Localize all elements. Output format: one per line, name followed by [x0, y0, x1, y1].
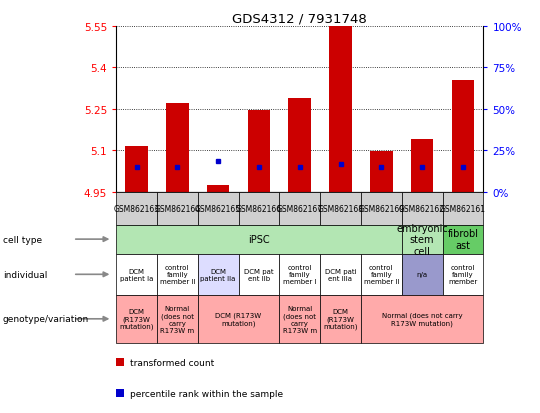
- Bar: [125, 147, 148, 192]
- Text: Normal
(does not
carry
R173W m: Normal (does not carry R173W m: [160, 305, 194, 333]
- Text: DCM
(R173W
mutation): DCM (R173W mutation): [323, 309, 357, 330]
- Bar: [288, 98, 311, 192]
- Text: GSM862165: GSM862165: [195, 204, 241, 213]
- Bar: [207, 185, 229, 192]
- Text: individual: individual: [3, 270, 47, 279]
- Bar: [451, 81, 474, 192]
- Text: GSM862166: GSM862166: [236, 204, 282, 213]
- Bar: [248, 111, 270, 192]
- Text: cell type: cell type: [3, 235, 42, 244]
- Text: control
family
member II: control family member II: [159, 265, 195, 285]
- Text: iPSC: iPSC: [248, 235, 269, 244]
- Bar: [370, 152, 393, 192]
- Text: control
family
member I: control family member I: [283, 265, 316, 285]
- Bar: [166, 104, 188, 192]
- Text: GSM862161: GSM862161: [440, 204, 486, 213]
- Text: DCM
(R173W
mutation): DCM (R173W mutation): [119, 309, 154, 330]
- Text: GSM862167: GSM862167: [276, 204, 323, 213]
- Text: percentile rank within the sample: percentile rank within the sample: [130, 389, 283, 398]
- Text: GSM862168: GSM862168: [318, 204, 363, 213]
- Text: DCM
patient Ia: DCM patient Ia: [120, 268, 153, 281]
- Text: DCM pat
ent IIb: DCM pat ent IIb: [244, 268, 274, 281]
- Text: GSM862169: GSM862169: [358, 204, 404, 213]
- Text: DCM
patient IIa: DCM patient IIa: [200, 268, 236, 281]
- Text: GSM862162: GSM862162: [399, 204, 445, 213]
- Bar: [411, 140, 433, 192]
- Text: DCM (R173W
mutation): DCM (R173W mutation): [215, 312, 261, 326]
- Text: n/a: n/a: [416, 272, 428, 278]
- Text: genotype/variation: genotype/variation: [3, 315, 89, 323]
- Text: fibrobl
ast: fibrobl ast: [448, 229, 478, 250]
- Text: transformed count: transformed count: [130, 358, 214, 367]
- Text: Normal (does not carry
R173W mutation): Normal (does not carry R173W mutation): [382, 312, 462, 326]
- Title: GDS4312 / 7931748: GDS4312 / 7931748: [232, 13, 367, 26]
- Text: Normal
(does not
carry
R173W m: Normal (does not carry R173W m: [282, 305, 317, 333]
- Text: DCM pati
ent IIIa: DCM pati ent IIIa: [325, 268, 356, 281]
- Text: GSM862164: GSM862164: [154, 204, 200, 213]
- Text: control
family
member II: control family member II: [363, 265, 399, 285]
- Text: control
family
member: control family member: [448, 265, 477, 285]
- Text: embryonic
stem
cell: embryonic stem cell: [396, 223, 448, 256]
- Text: GSM862163: GSM862163: [113, 204, 159, 213]
- Bar: [329, 27, 352, 192]
